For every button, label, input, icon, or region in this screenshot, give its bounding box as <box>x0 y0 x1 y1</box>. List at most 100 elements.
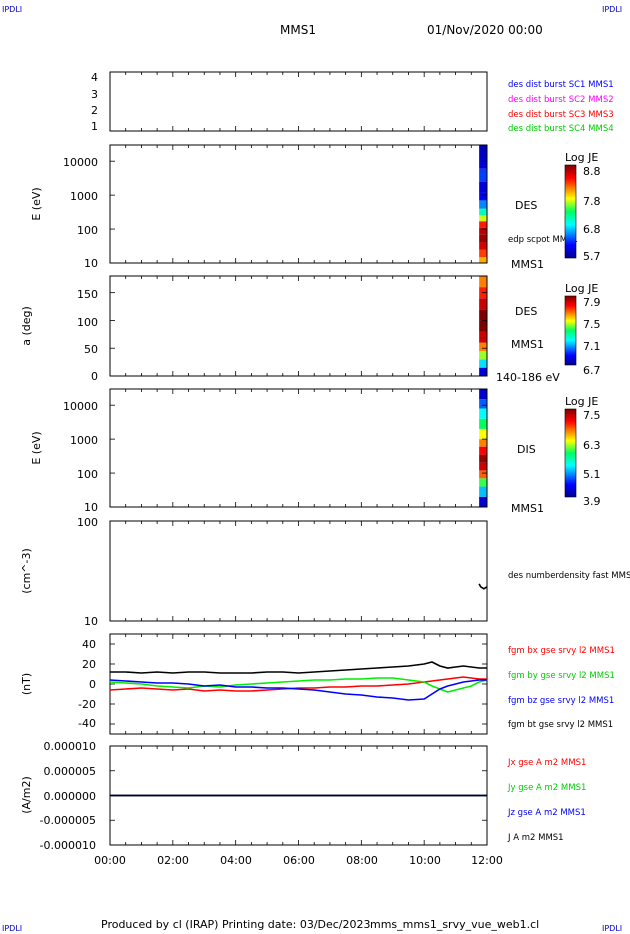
corner-label-right: IPDLI <box>602 5 622 14</box>
panel-dis-energy: 10 100 1000 10000 E (eV) DIS MMS1 Log JE… <box>30 388 601 515</box>
des-energy-bin-1 <box>479 249 487 258</box>
fgm-ylabel: (nT) <box>20 673 33 695</box>
footer-corner-right: IPDLI <box>602 924 622 933</box>
density-traces <box>478 583 488 590</box>
density-series-0 <box>478 583 488 590</box>
legend-burst-mms4: des dist burst SC4 MMS4 <box>508 124 614 134</box>
current-legend-j: J A m2 MMS1 <box>507 833 564 843</box>
des-energy-bin-11 <box>479 168 487 182</box>
xtick-12: 12:00 <box>471 854 503 867</box>
burst-ytick-4: 4 <box>91 71 98 84</box>
xtick-00: 00:00 <box>94 854 126 867</box>
dis-energy-bin-9 <box>479 418 487 429</box>
panel-des-pitch-frame <box>109 275 488 377</box>
fgm-ytick-m20: -20 <box>78 698 96 711</box>
current-ylabel: (A/m2) <box>20 776 33 814</box>
density-legend: des numberdensity fast MMS1 <box>508 571 630 581</box>
des-energy-bin-2 <box>479 242 487 250</box>
panel-dis-energy-frame <box>109 388 488 508</box>
colorbar-2-title: Log JE <box>565 282 598 295</box>
des-pitch-bin-7 <box>479 298 487 310</box>
des-pitch-bin-1 <box>479 359 487 368</box>
panel-burst: 1 2 3 4 des dist burst SC1 MMS1 des dist… <box>91 71 614 134</box>
dis-e-ytick-10: 10 <box>84 501 98 514</box>
des-e-ytick-100: 100 <box>77 224 98 237</box>
des-e-ytick-10000: 10000 <box>63 156 98 169</box>
panel-density: 10 100 (cm^-3) des numberdensity fast MM… <box>20 516 630 628</box>
panel-des-energy: 10 100 1000 10000 E (eV) DES edp scpot M… <box>30 144 601 271</box>
des-energy-bin-0 <box>479 257 487 263</box>
current-ytick-5: 0.000005 <box>44 765 97 778</box>
des-pitch-bin-0 <box>479 367 487 376</box>
colorbar-1-title: Log JE <box>565 151 598 164</box>
fgm-ytick-m40: -40 <box>78 717 96 730</box>
dis-energy-bin-2 <box>479 478 487 487</box>
des-energy-bin-13 <box>479 145 487 159</box>
fgm-legend-bz: fgm bz gse srvy l2 MMS1 <box>508 696 614 706</box>
colorbar-2-tick-max: 7.9 <box>583 296 601 309</box>
des-energy-bin-3 <box>479 234 487 243</box>
legend-burst-mms1: des dist burst SC1 MMS1 <box>508 80 614 90</box>
colorbar-2 <box>564 295 577 366</box>
dis-e-species-label: DIS <box>517 443 536 456</box>
dis-e-ylabel: E (eV) <box>30 431 43 464</box>
dis-energy-bin-5 <box>479 454 487 463</box>
dis-e-ytick-10000: 10000 <box>63 400 98 413</box>
des-energy-bin-7 <box>479 208 487 215</box>
des-e-species-label: DES <box>515 199 537 212</box>
fgm-legend-bx: fgm bx gse srvy l2 MMS1 <box>508 646 615 656</box>
fgm-series-1 <box>109 677 488 693</box>
des-pitch-bin-9 <box>479 276 487 288</box>
des-energy-bin-8 <box>479 200 487 209</box>
xtick-02: 02:00 <box>157 854 189 867</box>
des-p-ytick-150: 150 <box>77 288 98 301</box>
fgm-traces <box>109 661 488 701</box>
colorbar-3-tick-min: 3.9 <box>583 495 601 508</box>
des-p-sc-label: MMS1 <box>511 338 544 351</box>
dis-energy-spectrogram <box>479 389 487 507</box>
des-pitch-bin-6 <box>479 309 487 321</box>
colorbar-3-tick-2: 6.3 <box>583 439 601 452</box>
dis-energy-bin-8 <box>479 428 487 440</box>
dis-e-ytick-100: 100 <box>77 468 98 481</box>
colorbar-1 <box>564 164 577 259</box>
des-energy-bin-6 <box>479 214 487 222</box>
xtick-10: 10:00 <box>409 854 441 867</box>
current-legend-jx: Jx gse A m2 MMS1 <box>507 758 586 768</box>
des-p-ytick-0: 0 <box>91 370 98 383</box>
date-title: 01/Nov/2020 00:00 <box>427 23 543 37</box>
colorbar-3-tick-max: 7.5 <box>583 409 601 422</box>
legend-burst-mms3: des dist burst SC3 MMS3 <box>508 110 614 120</box>
xtick-06: 06:00 <box>283 854 315 867</box>
fgm-series-0 <box>109 676 487 692</box>
dis-energy-bin-0 <box>479 496 487 507</box>
des-energy-bin-10 <box>479 181 487 193</box>
dis-energy-bin-3 <box>479 470 487 479</box>
spacecraft-title: MMS1 <box>280 23 316 37</box>
tick-marks <box>109 72 488 846</box>
fgm-ytick-40: 40 <box>82 638 96 651</box>
footer-corner-left: IPDLI <box>2 924 22 933</box>
current-ytick-0: 0.000000 <box>44 790 97 803</box>
des-e-ylabel: E (eV) <box>30 187 43 220</box>
colorbar-1-tick-max: 8.8 <box>583 165 601 178</box>
legend-burst-mms2: des dist burst SC2 MMS2 <box>508 95 614 105</box>
panel-des-pitch: 0 50 100 150 a (deg) DES MMS1 140-186 eV… <box>20 275 601 384</box>
des-p-ytick-100: 100 <box>77 316 98 329</box>
dis-energy-bin-4 <box>479 462 487 471</box>
panel-density-frame <box>109 520 488 622</box>
dis-energy-bin-11 <box>479 399 487 409</box>
des-pitch-bin-2 <box>479 351 487 360</box>
des-pitch-bin-4 <box>479 331 487 343</box>
current-ytick-m10: -0.000010 <box>40 839 96 852</box>
dis-e-sc-label: MMS1 <box>511 502 544 515</box>
current-legend-jz: Jz gse A m2 MMS1 <box>507 808 586 818</box>
current-ytick-10: 0.000010 <box>44 740 97 753</box>
colorbar-2-tick-min: 6.7 <box>583 364 601 377</box>
colorbar-3-tick-3: 5.1 <box>583 468 601 481</box>
panel-des-energy-frame <box>109 144 488 264</box>
colorbar-1-tick-3: 6.8 <box>583 223 601 236</box>
burst-ytick-2: 2 <box>91 104 98 117</box>
dis-energy-bin-12 <box>479 389 487 400</box>
density-ylabel: (cm^-3) <box>20 548 33 594</box>
